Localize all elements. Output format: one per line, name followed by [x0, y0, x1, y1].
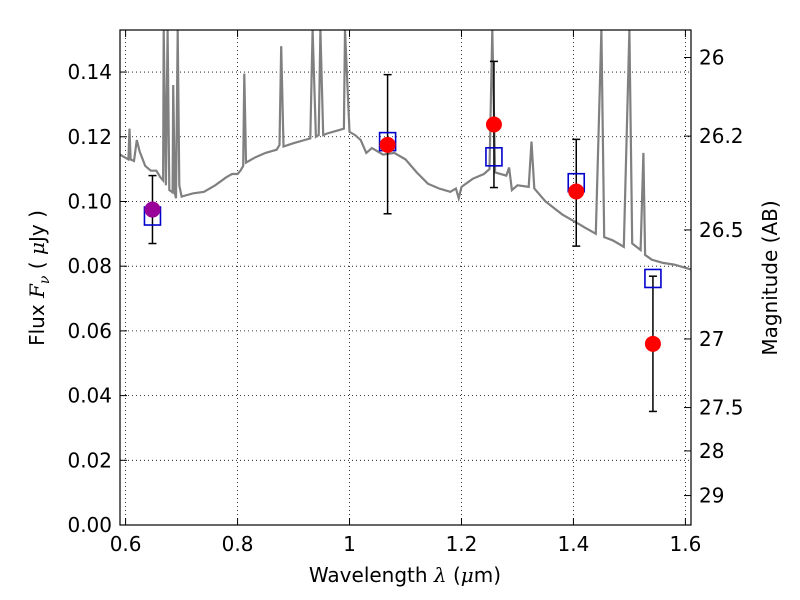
x-tick-label: 1	[343, 532, 356, 556]
y2-tick-label: 28	[699, 439, 724, 463]
observed-point	[568, 183, 585, 200]
grid	[120, 30, 691, 526]
model-spectrum	[120, 30, 691, 271]
y2-tick-label: 26.5	[699, 218, 744, 242]
y-tick-label: 0.06	[67, 319, 112, 343]
y2-tick-label: 27.5	[699, 396, 744, 420]
y-axis-label: Flux Fν ( μJy )	[25, 210, 53, 346]
model-band-square	[485, 147, 503, 167]
x-tick-label: 1.6	[669, 532, 701, 556]
y-tick-label: 0.02	[67, 448, 112, 472]
x-axis-label: Wavelength λ (μm)	[309, 563, 501, 587]
y2-tick-label: 27	[699, 327, 724, 351]
y2-tick-label: 26	[699, 46, 724, 70]
y-tick-label: 0.10	[67, 189, 112, 213]
x-tick-label: 1.4	[558, 532, 590, 556]
observed-point	[379, 136, 396, 153]
model-spectrum-line	[120, 30, 691, 271]
y-tick-label: 0.14	[67, 60, 112, 84]
y-tick-label: 0.08	[67, 254, 112, 278]
y2-tick-label: 29	[699, 484, 724, 508]
observed-point	[144, 201, 161, 218]
y-axis-ticks: 0.00 0.02 0.04 0.06 0.08 0.10 0.12 0.14	[67, 60, 127, 537]
observed-point	[644, 335, 661, 352]
y2-tick-label: 26.2	[699, 124, 744, 148]
x-axis-ticks: 0.6 0.8 1 1.2 1.4 1.6	[110, 30, 701, 556]
model-band-square	[644, 268, 662, 289]
y-tick-label: 0.04	[67, 384, 112, 408]
observed-point	[485, 116, 502, 133]
x-tick-label: 0.6	[110, 532, 142, 556]
model-band-points	[143, 131, 662, 289]
y2-axis-label: Magnitude (AB)	[758, 200, 782, 355]
y-tick-label: 0.00	[67, 513, 112, 537]
plot-frame	[119, 29, 692, 526]
x-tick-label: 1.2	[446, 532, 478, 556]
y2-axis-ticks: 26 26.2 26.5 27 27.5 28 29	[684, 46, 744, 508]
error-bars	[148, 60, 657, 413]
x-tick-label: 0.8	[222, 532, 254, 556]
observed-points	[144, 116, 661, 352]
y-tick-label: 0.12	[67, 125, 112, 149]
